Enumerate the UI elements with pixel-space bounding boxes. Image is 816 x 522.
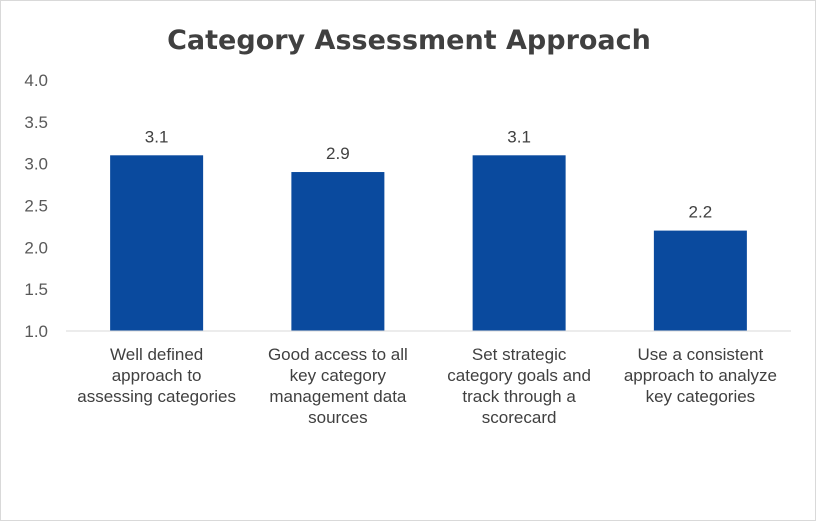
y-tick-label: 1.5 <box>24 280 48 299</box>
x-axis: Well defined approach to assessing categor… <box>77 345 777 427</box>
data-labels: 3.1 2.9 3.1 2.2 <box>145 127 712 221</box>
x-category-label-line: sources <box>308 408 368 427</box>
x-category-label-line: Use a consistent <box>638 345 764 364</box>
bar <box>472 155 566 331</box>
bar <box>291 172 385 331</box>
x-category-label-line: scorecard <box>482 408 557 427</box>
bars <box>110 155 747 331</box>
bar <box>653 230 747 331</box>
data-label: 3.1 <box>145 127 169 146</box>
x-category-label-line: category goals and <box>447 366 591 385</box>
x-category-label-line: management data <box>269 387 407 406</box>
x-category-label-line: assessing categories <box>77 387 236 406</box>
y-tick-label: 3.5 <box>24 113 48 132</box>
y-axis: 1.0 1.5 2.0 2.5 3.0 3.5 4.0 <box>24 71 48 341</box>
bar <box>110 155 204 331</box>
x-category-label: Set strategic category goals and track thr… <box>447 345 591 427</box>
x-category-label: Good access to all key category management… <box>268 345 408 427</box>
y-tick-label: 4.0 <box>24 71 48 90</box>
y-tick-label: 2.0 <box>24 238 48 257</box>
x-category-label-line: approach to <box>112 366 202 385</box>
data-label: 3.1 <box>507 127 531 146</box>
y-tick-label: 3.0 <box>24 155 48 174</box>
x-category-label-line: key category <box>290 366 387 385</box>
chart-title: Category Assessment Approach <box>167 25 651 56</box>
data-label: 2.9 <box>326 144 350 163</box>
x-category-label-line: key categories <box>646 387 756 406</box>
x-category-label-line: track through a <box>462 387 576 406</box>
y-tick-label: 2.5 <box>24 197 48 216</box>
x-category-label: Well defined approach to assessing categor… <box>77 345 236 406</box>
y-tick-label: 1.0 <box>24 322 48 341</box>
x-category-label-line: approach to analyze <box>624 366 777 385</box>
x-category-label-line: Good access to all <box>268 345 408 364</box>
x-category-label: Use a consistent approach to analyze key c… <box>624 345 777 406</box>
x-category-label-line: Well defined <box>110 345 203 364</box>
data-label: 2.2 <box>689 203 713 222</box>
x-category-label-line: Set strategic <box>472 345 567 364</box>
